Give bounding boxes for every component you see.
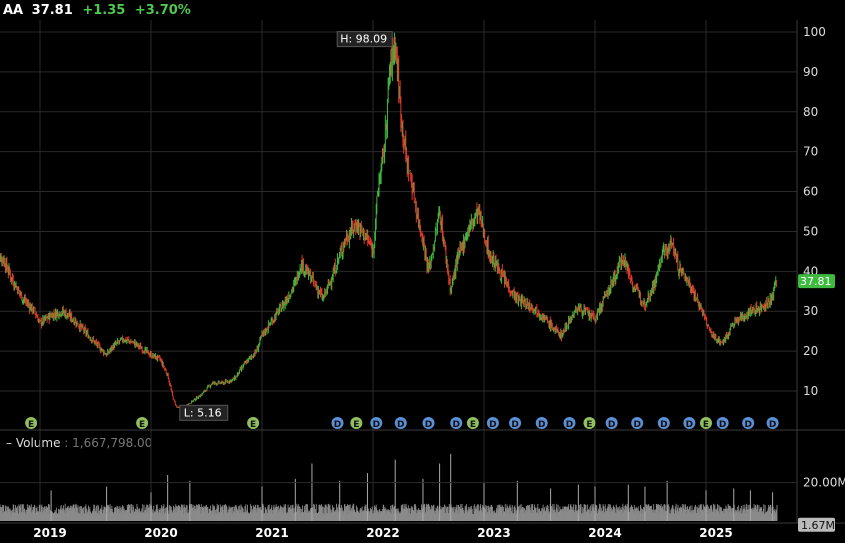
y-tick-label: 10	[803, 384, 818, 398]
dividend-badge-label: D	[566, 420, 573, 430]
x-tick-label: 2021	[255, 526, 288, 540]
high-marker-box	[336, 31, 393, 48]
x-tick-label: 2022	[366, 526, 399, 540]
collapse-icon[interactable]: –	[6, 436, 12, 450]
earnings-badge-label: E	[353, 420, 359, 430]
dividend-badge-label: D	[425, 420, 432, 430]
y-tick-label: 100	[803, 25, 826, 39]
x-tick-label: 2024	[588, 526, 621, 540]
earnings-badge[interactable]	[466, 417, 479, 429]
dividend-badge-label: D	[334, 420, 341, 430]
dividend-badge[interactable]	[509, 417, 522, 429]
x-tick-label: 2019	[33, 526, 66, 540]
dividend-badge-label: D	[769, 420, 776, 430]
earnings-badge-label: E	[703, 420, 709, 430]
dividend-badge-label: D	[397, 420, 404, 430]
y-tick-label: 50	[803, 224, 818, 238]
earnings-badge[interactable]	[350, 417, 363, 429]
dividend-badge-label: D	[608, 420, 615, 430]
price-change: +1.35	[82, 3, 126, 18]
dividend-badge[interactable]	[631, 417, 644, 429]
x-tick-label: 2025	[699, 526, 732, 540]
earnings-badge-label: E	[250, 420, 256, 430]
dividend-badge[interactable]	[535, 417, 548, 429]
volume-y-tick-label: 20.00M	[803, 476, 845, 490]
dividend-badge-label: D	[373, 420, 380, 430]
low-marker-label: L: 5.16	[184, 406, 222, 419]
volume-legend: – Volume : 1,667,798.00	[6, 436, 153, 450]
earnings-badge[interactable]	[700, 417, 712, 429]
earnings-badge[interactable]	[25, 417, 38, 429]
high-marker-label: H: 98.09	[340, 33, 387, 46]
symbol: AA	[3, 3, 24, 18]
earnings-badge-label: E	[586, 420, 592, 430]
dividend-badge[interactable]	[370, 417, 383, 429]
earnings-badge-label: E	[139, 420, 145, 430]
dividend-badge[interactable]	[716, 417, 729, 429]
y-tick-label: 20	[803, 344, 818, 358]
last-volume-tag	[798, 517, 835, 532]
dividend-badge-label: D	[719, 420, 726, 430]
last-volume-tag-label: 1.67M	[801, 519, 835, 532]
quote-header: AA 37.81 +1.35 +3.70%	[3, 3, 191, 18]
y-tick-label: 70	[803, 145, 818, 159]
dividend-badge-label: D	[686, 420, 693, 430]
dividend-badge[interactable]	[657, 417, 670, 429]
earnings-badge-label: E	[470, 420, 476, 430]
volume-value: 1,667,798.00	[72, 436, 153, 450]
earnings-badge-label: E	[28, 420, 34, 430]
dividend-badge[interactable]	[683, 417, 696, 429]
y-tick-label: 80	[803, 105, 818, 119]
dividend-badge[interactable]	[486, 417, 499, 429]
dividend-badge-label: D	[511, 420, 518, 430]
volume-title: Volume	[15, 436, 61, 450]
last-price-tag	[798, 274, 835, 289]
dividend-badge[interactable]	[450, 417, 463, 429]
low-marker-box	[179, 404, 229, 421]
dividend-badge-label: D	[538, 420, 545, 430]
y-tick-label: 30	[803, 304, 818, 318]
x-tick-label: 2020	[144, 526, 177, 540]
earnings-badge[interactable]	[583, 417, 596, 429]
dividend-badge-label: D	[489, 420, 496, 430]
last-price-tag-label: 37.81	[800, 275, 832, 288]
dividend-badge[interactable]	[422, 417, 435, 429]
x-tick-label: 2023	[477, 526, 510, 540]
dividend-badge[interactable]	[331, 417, 344, 429]
dividend-badge[interactable]	[742, 417, 755, 429]
dividend-badge[interactable]	[766, 417, 779, 429]
y-tick-label: 90	[803, 65, 818, 79]
dividend-badge[interactable]	[605, 417, 618, 429]
dividend-badge[interactable]	[563, 417, 576, 429]
dividend-badge-label: D	[660, 420, 667, 430]
y-tick-label: 60	[803, 185, 818, 199]
price-change-percent: +3.70%	[134, 3, 191, 18]
last-price: 37.81	[31, 3, 73, 18]
dividend-badge[interactable]	[394, 417, 407, 429]
earnings-badge[interactable]	[247, 417, 260, 429]
dividend-badge-label: D	[633, 420, 640, 430]
dividend-badge-label: D	[744, 420, 751, 430]
dividend-badge-label: D	[453, 420, 460, 430]
earnings-badge[interactable]	[136, 417, 149, 429]
